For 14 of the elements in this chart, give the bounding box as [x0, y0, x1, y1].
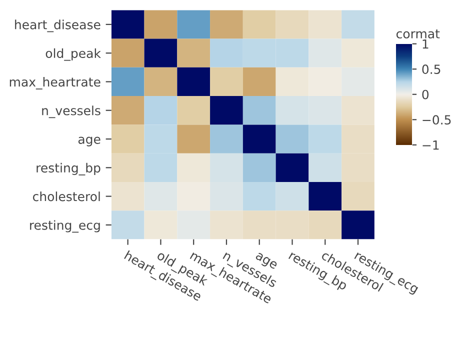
y-tick-label: max_heartrate	[10, 76, 100, 90]
y-tick-label: resting_bp	[36, 162, 100, 176]
y-tick-label: resting_ecg	[30, 220, 100, 233]
y-tick-label: heart_disease	[15, 20, 100, 32]
color-bar-label: 0	[422, 90, 429, 100]
y-tick-label: n_vessels	[42, 106, 100, 118]
color-bar-title: cormat	[396, 29, 440, 38]
y-tick-label: age	[78, 136, 100, 146]
color-bar-label: 0.5	[422, 64, 440, 74]
color-bar-label: 1	[422, 39, 428, 49]
y-tick-label: cholesterol	[32, 192, 100, 202]
y-tick-label: old_peak	[46, 48, 101, 61]
color-bar-label: −0.5	[422, 115, 451, 125]
color-bar-label: −1	[422, 140, 439, 150]
